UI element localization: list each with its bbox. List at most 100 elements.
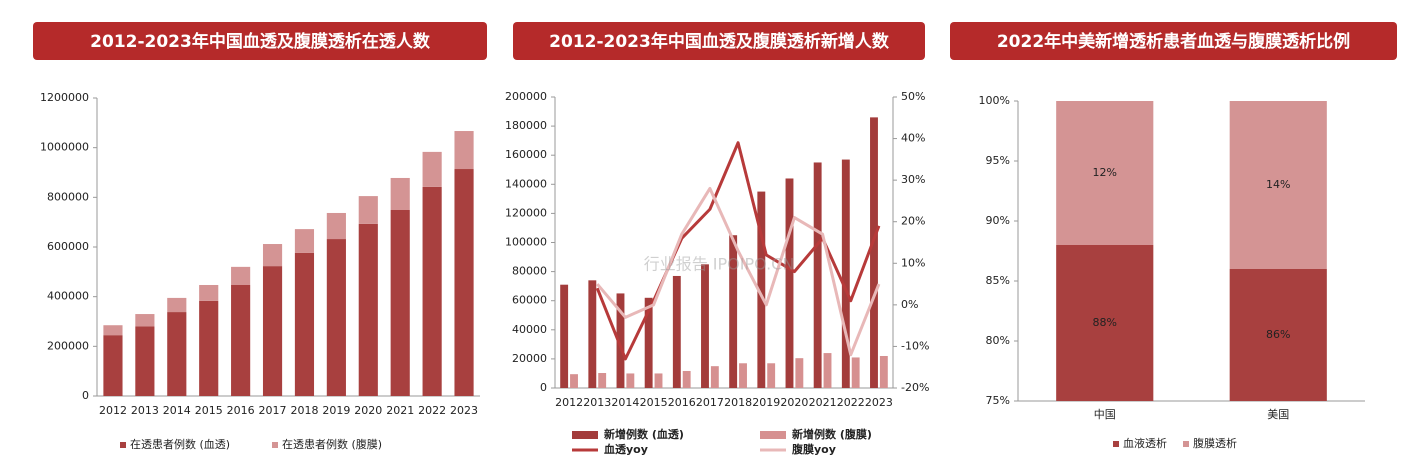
y2-tick-label: 10% bbox=[901, 256, 925, 269]
y2-tick-label: 20% bbox=[901, 215, 925, 228]
legend-label: 腹膜透析 bbox=[1193, 436, 1237, 450]
chart-title: 2012-2023年中国血透及腹膜透析新增人数 bbox=[549, 31, 890, 52]
legend-label: 腹膜yoy bbox=[792, 442, 836, 456]
y2-tick-label: 40% bbox=[901, 132, 925, 145]
x-tick-label: 2021 bbox=[809, 396, 837, 409]
bar-segment bbox=[390, 177, 410, 210]
x-tick-label: 2017 bbox=[259, 404, 287, 417]
x-tick-label: 2013 bbox=[583, 396, 611, 409]
bar bbox=[739, 363, 747, 388]
bar bbox=[588, 280, 597, 388]
bar-segment bbox=[454, 169, 474, 396]
legend-label: 在透患者例数 (血透) bbox=[130, 437, 230, 451]
bar bbox=[626, 373, 635, 388]
bar bbox=[879, 355, 888, 388]
y-tick-label: 400000 bbox=[47, 290, 89, 303]
legend-swatch bbox=[760, 431, 786, 439]
y-tick-label: 600000 bbox=[47, 240, 89, 253]
x-tick-label: 美国 bbox=[1267, 408, 1289, 421]
title-banner bbox=[950, 22, 1397, 60]
legend-label: 血透yoy bbox=[604, 442, 648, 456]
bar-segment bbox=[422, 151, 442, 187]
y-tick-label: 60000 bbox=[512, 294, 547, 307]
watermark: 行业报告 IPOIPO.CN bbox=[644, 255, 795, 274]
line-series bbox=[596, 186, 881, 357]
title-banner bbox=[33, 22, 487, 60]
y-tick-label: 75% bbox=[986, 394, 1010, 407]
bar-segment bbox=[262, 266, 283, 396]
x-tick-label: 2021 bbox=[386, 404, 414, 417]
x-tick-label: 2012 bbox=[99, 404, 127, 417]
y-tick-label: 200000 bbox=[505, 90, 547, 103]
x-tick-label: 2019 bbox=[322, 404, 350, 417]
bar bbox=[598, 373, 607, 388]
bar bbox=[757, 191, 766, 388]
y2-tick-label: 0% bbox=[901, 298, 918, 311]
legend-label: 血液透析 bbox=[1123, 436, 1167, 450]
bar bbox=[767, 363, 776, 388]
y-tick-label: 120000 bbox=[505, 206, 547, 219]
data-label: 14% bbox=[1266, 178, 1290, 191]
data-label: 12% bbox=[1093, 166, 1117, 179]
bar bbox=[644, 297, 653, 388]
chart-title: 2012-2023年中国血透及腹膜透析在透人数 bbox=[90, 31, 431, 52]
bar bbox=[672, 275, 681, 388]
legend-label: 新增例数 (腹膜) bbox=[792, 427, 872, 441]
bar-segment bbox=[231, 266, 251, 285]
x-tick-label: 2019 bbox=[752, 396, 780, 409]
bar-segment bbox=[326, 239, 346, 396]
bar-segment bbox=[135, 314, 155, 327]
bar bbox=[701, 264, 709, 388]
line-series bbox=[595, 141, 881, 361]
y-tick-label: 40000 bbox=[512, 323, 547, 336]
bar-segment bbox=[454, 131, 474, 170]
x-tick-label: 2015 bbox=[640, 396, 668, 409]
title-banner bbox=[513, 22, 925, 60]
x-tick-label: 中国 bbox=[1094, 408, 1116, 421]
bar bbox=[570, 374, 578, 388]
y-tick-label: 100000 bbox=[505, 236, 547, 249]
bar bbox=[560, 284, 569, 388]
bar bbox=[654, 373, 663, 388]
data-label: 88% bbox=[1093, 316, 1117, 329]
y2-tick-label: 50% bbox=[901, 90, 925, 103]
bar bbox=[870, 117, 878, 389]
y-tick-label: 0 bbox=[82, 389, 89, 402]
y-tick-label: 0 bbox=[540, 381, 547, 394]
bar-segment bbox=[326, 212, 346, 240]
x-tick-label: 2020 bbox=[354, 404, 382, 417]
x-tick-label: 2014 bbox=[163, 404, 191, 417]
bar-segment bbox=[1056, 245, 1154, 401]
bar-segment bbox=[167, 297, 187, 313]
y-tick-label: 85% bbox=[986, 274, 1010, 287]
bar bbox=[813, 162, 822, 388]
y-tick-label: 90% bbox=[986, 214, 1010, 227]
legend-swatch bbox=[272, 442, 278, 448]
legend-label: 在透患者例数 (腹膜) bbox=[282, 437, 382, 451]
x-tick-label: 2023 bbox=[865, 396, 893, 409]
bar bbox=[795, 358, 804, 388]
y-tick-label: 140000 bbox=[505, 177, 547, 190]
x-tick-label: 2017 bbox=[696, 396, 724, 409]
bar-segment bbox=[167, 312, 187, 396]
y-tick-label: 200000 bbox=[47, 339, 89, 352]
bar-segment bbox=[358, 196, 378, 224]
legend-swatch bbox=[1183, 441, 1189, 447]
y-tick-label: 1000000 bbox=[40, 141, 89, 154]
y-tick-label: 1200000 bbox=[40, 91, 89, 104]
y-tick-label: 80% bbox=[986, 334, 1010, 347]
bar-segment bbox=[294, 252, 315, 396]
bar-segment bbox=[103, 325, 123, 336]
bar-segment bbox=[103, 335, 123, 396]
x-tick-label: 2014 bbox=[611, 396, 639, 409]
legend-label: 新增例数 (血透) bbox=[604, 427, 684, 441]
y2-tick-label: -20% bbox=[901, 381, 929, 394]
bar-segment bbox=[135, 326, 155, 396]
x-tick-label: 2023 bbox=[450, 404, 478, 417]
bar-segment bbox=[294, 229, 315, 253]
bar bbox=[785, 178, 794, 388]
x-tick-label: 2016 bbox=[668, 396, 696, 409]
bar bbox=[841, 159, 850, 388]
x-tick-label: 2022 bbox=[418, 404, 446, 417]
